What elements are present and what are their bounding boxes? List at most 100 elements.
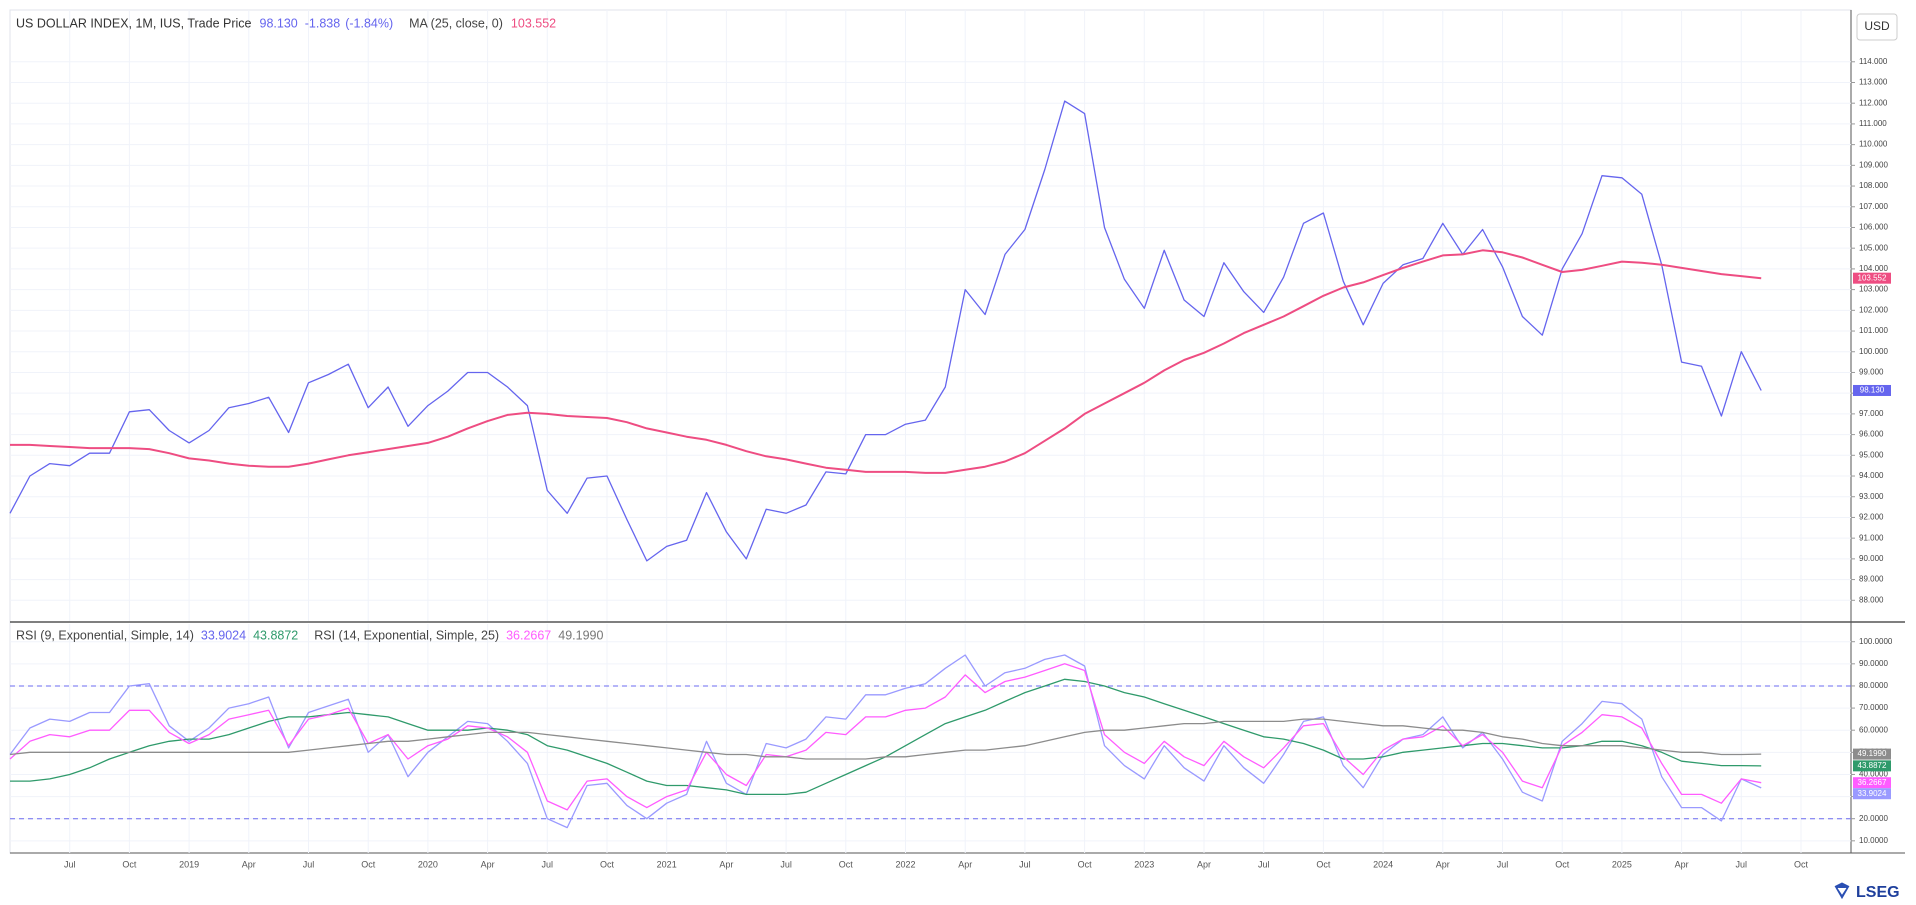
legend-entry: US DOLLAR INDEX, 1M, IUS, Trade Price [16,16,252,30]
last-value-label: 103.552 [1858,273,1887,282]
grid [10,10,1855,853]
brand-logo [1833,881,1851,901]
legend-entry: 43.8872 [253,628,298,642]
brand-icon [1833,881,1851,901]
legend-entry: 103.552 [511,16,556,30]
last-value-badge [1853,788,1891,800]
y-tick-label: 104.000 [1859,264,1888,273]
y-tick-label: 103.000 [1859,285,1888,294]
currency-label[interactable]: USD [1864,19,1890,33]
x-tick-label: Oct [1078,859,1093,869]
currency-box[interactable] [1856,13,1898,41]
y-tick-label: 93.000 [1859,492,1884,501]
x-tick-label: Apr [1675,859,1689,869]
series-line [9,663,1762,811]
y-tick-label: 80.0000 [1859,681,1888,690]
y-tick-label: 20.0000 [1859,814,1888,823]
legend-entry: (-1.84%) [345,16,393,30]
y-tick-label: 90.000 [1859,554,1884,563]
x-tick-label: Apr [1436,859,1450,869]
series-line [9,100,1762,562]
last-value-badge [1853,384,1891,396]
x-tick-label: 2024 [1373,859,1393,869]
last-value-label: 98.130 [1860,386,1885,395]
x-tick-label: 2020 [418,859,438,869]
x-tick-label: Jul [780,859,792,869]
x-tick-label: 2025 [1612,859,1632,869]
y-tick-label: 88.000 [1859,595,1884,604]
last-value-label: 43.8872 [1858,761,1887,770]
y-tick-label: 92.000 [1859,513,1884,522]
y-tick-label: 108.000 [1859,181,1888,190]
y-tick-label: 95.000 [1859,450,1884,459]
y-tick-label: 109.000 [1859,160,1888,169]
x-tick-label: Jul [1736,859,1748,869]
y-tick-label: 96.000 [1859,430,1884,439]
legend-entry: RSI (9, Exponential, Simple, 14) [16,628,194,642]
x-tick-label: Jul [542,859,554,869]
y-tick-label: 91.000 [1859,533,1884,542]
legend-entry: 36.2667 [506,628,551,642]
x-tick-label: 2021 [657,859,677,869]
x-tick-label: Oct [1555,859,1570,869]
last-value-badge [1853,760,1891,772]
y-tick-label: 110.000 [1859,140,1888,149]
last-value-badge [1853,777,1891,789]
x-tick-label: Oct [361,859,376,869]
y-tick-label: 40.0000 [1859,770,1888,779]
x-tick-label: Oct [600,859,615,869]
legend-entry: 33.9024 [201,628,246,642]
y-tick-label: 100.000 [1859,347,1888,356]
legend-entry: 98.130 [260,16,298,30]
x-tick-label: Jul [1258,859,1270,869]
x-tick-label: Oct [839,859,854,869]
y-tick-label: 89.000 [1859,575,1884,584]
y-tick-label: 99.000 [1859,368,1884,377]
last-value-badge [1853,748,1891,760]
y-tick-label: 70.0000 [1859,703,1888,712]
legend-entry: RSI (14, Exponential, Simple, 25) [314,628,499,642]
y-tick-label: 112.000 [1859,98,1888,107]
series-line [9,718,1762,760]
x-tick-label: Apr [1197,859,1211,869]
y-tick-label: 100.0000 [1859,637,1893,646]
last-value-label: 49.1990 [1858,749,1887,758]
y-tick-label: 107.000 [1859,202,1888,211]
x-tick-label: Jul [64,859,76,869]
last-value-label: 33.9024 [1858,789,1887,798]
x-tick-label: Oct [122,859,137,869]
y-tick-label: 60.0000 [1859,725,1888,734]
legend-entry: 49.1990 [558,628,603,642]
x-tick-label: 2019 [179,859,199,869]
x-tick-label: Oct [1316,859,1331,869]
last-value-badge [1853,272,1891,284]
x-tick-label: 2023 [1134,859,1154,869]
series-lines [9,100,1762,829]
x-tick-label: Oct [1794,859,1809,869]
x-tick-label: Apr [958,859,972,869]
last-value-label: 36.2667 [1858,778,1887,787]
x-tick-label: Apr [481,859,495,869]
y-tick-label: 90.0000 [1859,659,1888,668]
x-tick-label: Jul [303,859,315,869]
y-tick-label: 10.0000 [1859,836,1888,845]
labels: Jul Oct 2019 Apr Jul Oct 2020 Apr Jul Oct 2021 Apr J… [16,16,1893,869]
y-tick-label: 105.000 [1859,243,1888,252]
brand-name: LSEG [1856,884,1900,901]
x-tick-label: Jul [1019,859,1031,869]
y-tick-label: 111.000 [1859,119,1887,128]
legend-entry: -1.838 [305,16,340,30]
x-tick-label: Apr [719,859,733,869]
y-tick-label: 102.000 [1859,305,1888,314]
y-tick-label: 106.000 [1859,223,1888,232]
x-tick-label: Apr [242,859,256,869]
y-tick-label: 97.000 [1859,409,1884,418]
x-tick-label: 2022 [895,859,915,869]
x-tick-label: Jul [1497,859,1509,869]
series-line [10,249,1762,474]
legend-entry: MA (25, close, 0) [409,16,503,30]
y-tick-label: 94.000 [1859,471,1884,480]
